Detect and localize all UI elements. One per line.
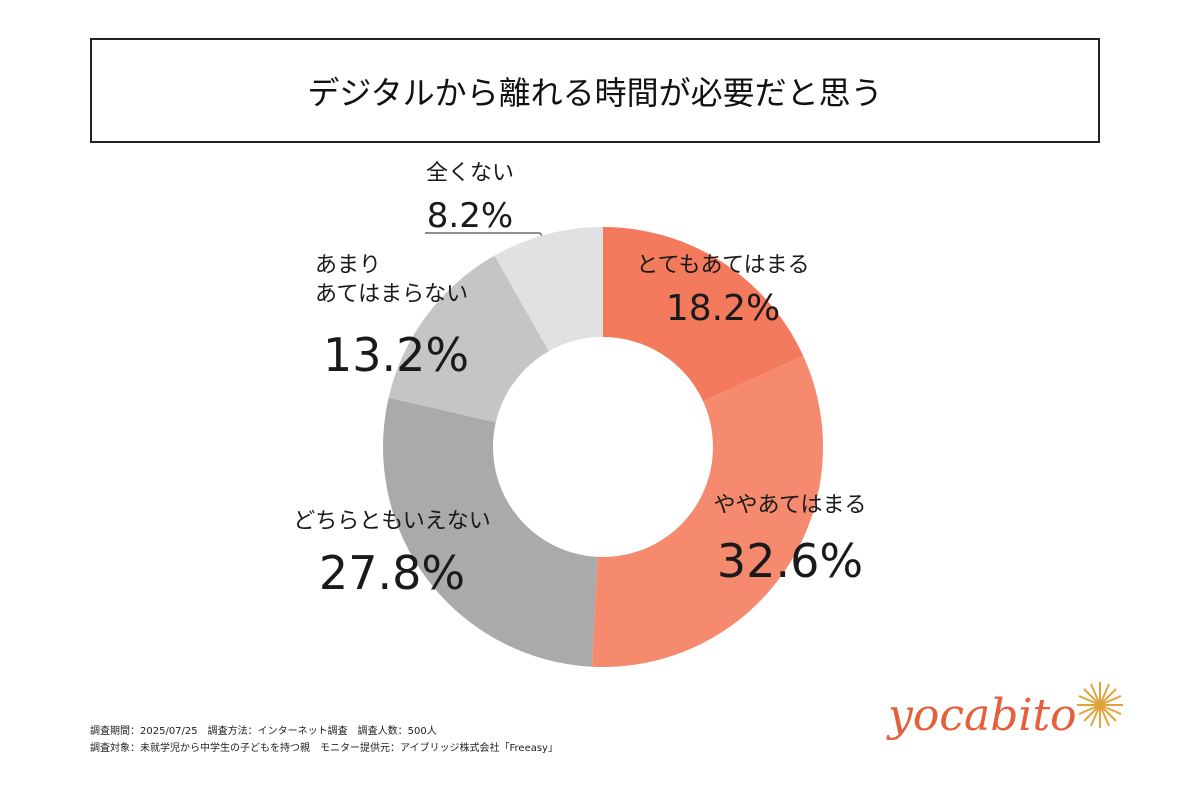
category-label: 全くない — [425, 161, 515, 186]
donut-segment — [603, 227, 804, 402]
category-label: とてもあてはまる — [636, 253, 810, 278]
footer-note: 調査期間：2025/07/25 調査方法：インターネット調査 調査人数：500人 — [90, 726, 437, 737]
value-label: 18.2% — [665, 288, 781, 329]
logo: yocabito — [888, 690, 1077, 741]
donut-segment — [382, 397, 598, 667]
value-label: 27.8% — [318, 546, 466, 600]
category-label: ややあてはまる — [713, 493, 867, 518]
footer-note: 調査対象：未就学児から中学生の子どもを持つ親 モニター提供元：アイブリッジ株式会… — [90, 743, 558, 754]
donut-segment — [388, 255, 549, 423]
category-label: あまり あてはまらない — [315, 253, 469, 307]
value-label: 8.2% — [426, 196, 514, 236]
chart-title: デジタルから離れる時間が必要だと思う — [90, 38, 1100, 143]
value-label: 13.2% — [323, 328, 470, 382]
donut-segment — [591, 355, 823, 667]
logo-burst — [1077, 682, 1123, 728]
value-label: 32.6% — [716, 534, 864, 588]
donut-segment — [494, 227, 603, 352]
category-label: どちらともいえない — [293, 509, 491, 534]
